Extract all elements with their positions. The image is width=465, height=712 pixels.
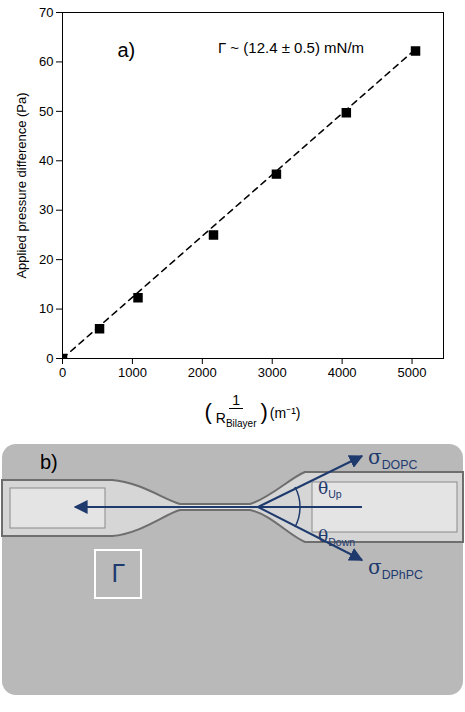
html-text:RBilayer: RBilayer: [215, 409, 257, 429]
svg-text:θDown: θDown: [318, 526, 355, 548]
svg-text:σDPhPC: σDPhPC: [368, 555, 423, 582]
svg-text:30: 30: [39, 202, 53, 217]
svg-text:50: 50: [39, 104, 53, 119]
svg-text:Γ: Γ: [111, 560, 125, 588]
svg-text:70: 70: [39, 5, 53, 20]
html-text:1: 1: [232, 391, 241, 408]
svg-text:Γ ~ (12.4 ± 0.5) mN/m: Γ ~ (12.4 ± 0.5) mN/m: [218, 39, 364, 56]
html-text:)(m⁻¹): )(m⁻¹): [260, 399, 301, 424]
svg-text:40: 40: [39, 153, 53, 168]
svg-text:2000: 2000: [188, 365, 217, 380]
svg-text:4000: 4000: [328, 365, 357, 380]
svg-text:3000: 3000: [258, 365, 287, 380]
svg-text:60: 60: [39, 54, 53, 69]
svg-text:σDOPC: σDOPC: [368, 445, 418, 472]
svg-text:0: 0: [46, 351, 53, 366]
svg-text:5000: 5000: [398, 365, 427, 380]
svg-text:θUp: θUp: [318, 478, 342, 500]
svg-text:0: 0: [59, 365, 66, 380]
svg-text:20: 20: [39, 252, 53, 267]
svg-text:a): a): [118, 39, 136, 61]
svg-text:b): b): [40, 451, 58, 473]
svg-text:10: 10: [39, 301, 53, 316]
svg-text:1000: 1000: [118, 365, 147, 380]
svg-text:Applied pressure difference (P: Applied pressure difference (Pa): [14, 92, 29, 278]
